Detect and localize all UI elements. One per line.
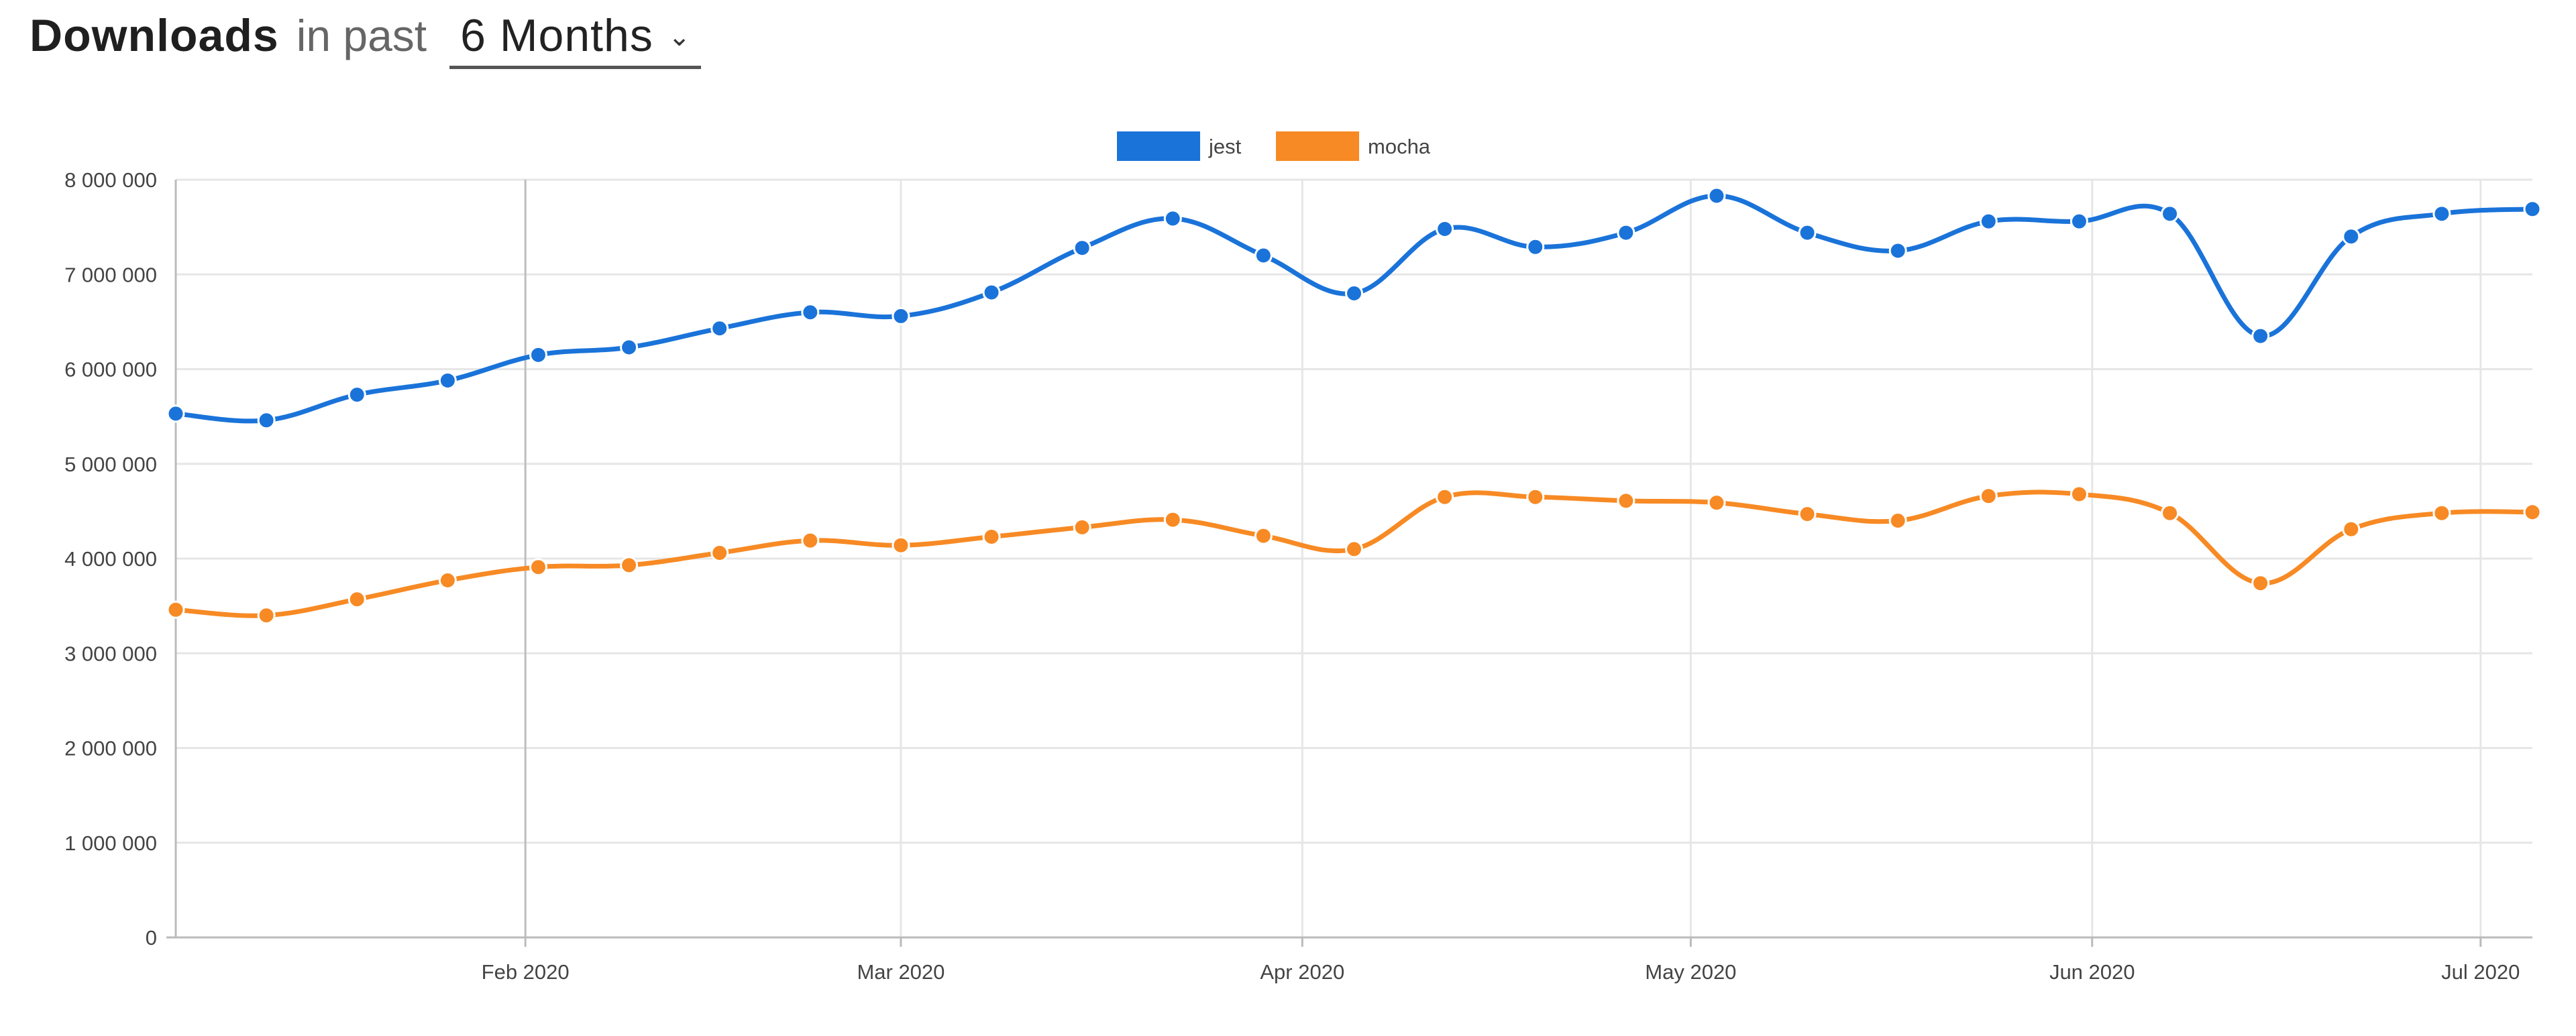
y-tick-label: 8 000 000 (64, 168, 157, 192)
data-point-mocha (982, 528, 1001, 546)
data-point-mocha (2342, 520, 2361, 538)
y-tick-label: 0 (146, 926, 157, 949)
y-tick-label: 3 000 000 (64, 642, 157, 665)
legend-item-mocha: mocha (1276, 131, 1431, 161)
data-point-mocha (166, 600, 185, 619)
data-point-jest (1436, 219, 1454, 238)
x-tick-label: May 2020 (1645, 960, 1736, 984)
legend-item-jest: jest (1117, 131, 1242, 161)
data-point-mocha (1617, 492, 1635, 510)
page-title: Downloads (30, 10, 279, 61)
data-point-jest (2161, 205, 2180, 223)
data-point-jest (982, 283, 1001, 302)
y-tick-label: 2 000 000 (64, 737, 157, 760)
data-point-mocha (1345, 540, 1363, 559)
x-tick-label: Apr 2020 (1260, 960, 1344, 984)
data-point-jest (438, 371, 457, 390)
data-point-jest (1798, 223, 1817, 242)
data-point-jest (2432, 205, 2451, 223)
legend-swatch-jest (1117, 131, 1200, 161)
data-point-mocha (892, 536, 910, 555)
y-tick-label: 1 000 000 (64, 831, 157, 855)
data-point-mocha (1436, 487, 1454, 506)
chart-axes: 0 1 000 000 2 000 000 3 000 000 4 000 000 5 0… (64, 168, 2532, 984)
data-point-mocha (438, 571, 457, 589)
data-point-mocha (1254, 526, 1273, 545)
data-point-mocha (1979, 487, 1998, 506)
page-subtitle: in past (296, 11, 427, 60)
legend-label-mocha: mocha (1368, 135, 1431, 158)
x-tick-label: Feb 2020 (482, 960, 570, 984)
data-point-jest (1345, 284, 1363, 302)
data-point-jest (166, 404, 185, 423)
chevron-down-icon: ⌄ (667, 22, 691, 52)
data-point-jest (1254, 246, 1273, 265)
data-point-mocha (529, 558, 547, 577)
data-point-jest (710, 319, 729, 338)
data-point-mocha (2251, 574, 2270, 593)
data-point-jest (1707, 186, 1726, 205)
data-point-mocha (1073, 518, 1091, 536)
y-tick-label: 6 000 000 (64, 358, 157, 382)
data-point-jest (2251, 327, 2270, 345)
data-point-mocha (1163, 510, 1182, 529)
data-point-mocha (2432, 504, 2451, 522)
y-tick-label: 4 000 000 (64, 547, 157, 571)
chart-series (166, 186, 2542, 625)
chart-grid (176, 178, 2532, 937)
x-tick-label: Jul 2020 (2441, 960, 2520, 984)
data-point-jest (1617, 223, 1635, 242)
legend-swatch-mocha (1276, 131, 1359, 161)
series-mocha (166, 485, 2542, 625)
data-point-jest (257, 411, 276, 430)
data-point-mocha (257, 606, 276, 625)
chart-legend: jest mocha (1117, 131, 1431, 161)
data-point-jest (1163, 209, 1182, 228)
data-point-jest (347, 386, 366, 404)
data-point-jest (2523, 200, 2542, 219)
data-point-jest (801, 303, 820, 322)
data-point-jest (1979, 212, 1998, 231)
data-point-mocha (1888, 512, 1907, 530)
period-select-value: 6 Months (460, 10, 653, 61)
data-point-jest (1888, 241, 1907, 260)
data-point-jest (620, 338, 639, 357)
data-point-jest (892, 306, 910, 325)
data-point-jest (2070, 212, 2088, 231)
legend-label-jest: jest (1208, 135, 1242, 158)
data-point-mocha (1526, 487, 1545, 506)
x-tick-label: Jun 2020 (2049, 960, 2135, 984)
data-point-mocha (1707, 494, 1726, 512)
x-tick-label: Mar 2020 (857, 960, 945, 984)
period-select[interactable]: 6 Months ⌄ (449, 9, 702, 69)
data-point-jest (529, 345, 547, 364)
data-point-jest (1073, 239, 1091, 257)
y-tick-label: 7 000 000 (64, 263, 157, 286)
data-point-mocha (2161, 504, 2180, 522)
data-point-jest (2342, 227, 2361, 246)
data-point-mocha (801, 531, 820, 550)
series-jest (166, 186, 2542, 430)
data-point-mocha (2523, 503, 2542, 522)
data-point-mocha (347, 590, 366, 609)
data-point-jest (1526, 237, 1545, 256)
data-point-mocha (620, 556, 639, 575)
chart-header: Downloads in past 6 Months ⌄ (30, 9, 702, 83)
data-point-mocha (1798, 505, 1817, 524)
data-point-mocha (2070, 485, 2088, 504)
y-tick-label: 5 000 000 (64, 453, 157, 476)
series-line-jest (173, 193, 2535, 424)
data-point-mocha (710, 544, 729, 563)
